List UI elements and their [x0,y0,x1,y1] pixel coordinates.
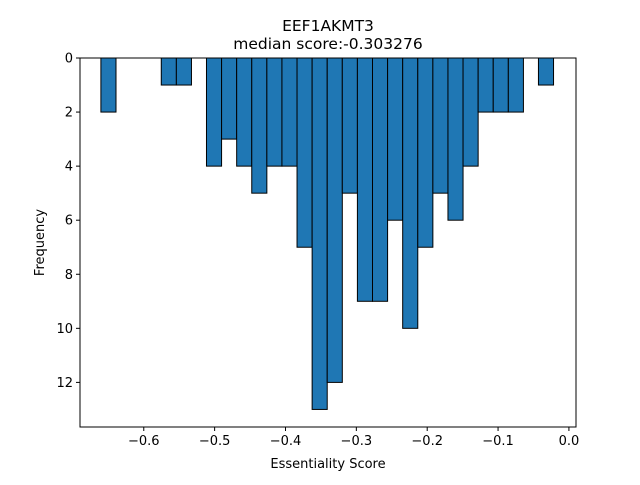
histogram-bar-21 [462,57,479,167]
histogram-bar-7 [251,57,268,194]
x-axis-label: Essentiality Score [270,457,385,472]
histogram-bar-15 [371,57,389,302]
histogram-bar-16 [387,57,404,221]
histogram-bar-25 [537,57,555,86]
histogram-bar-4 [205,57,223,167]
histogram-bar-2 [160,57,177,86]
histogram-bar-22 [477,57,494,113]
y-tick-label: 4 [65,160,73,175]
chart-title: EEF1AKMT3 [282,17,374,35]
histogram-bar-18 [417,57,434,248]
y-tick-label: 2 [65,106,73,121]
histogram-bar-20 [447,57,464,221]
x-tick-label: 0.0 [559,434,580,449]
y-tick-label: 8 [65,268,73,283]
histogram-bar-13 [341,57,358,194]
y-tick-label: 12 [56,376,73,391]
histogram-bar-6 [236,57,253,167]
y-tick-label: 10 [56,322,73,337]
histogram-bar-10 [296,57,313,248]
x-tick-label: −0.1 [482,434,514,449]
histogram-bar-8 [266,57,283,167]
x-tick-label: −0.6 [128,434,160,449]
histogram-bar-24 [507,57,524,113]
bars-layer [100,57,555,410]
histogram-bar-14 [356,57,373,302]
histogram-bar-1 [100,57,117,113]
x-tick-label: −0.4 [270,434,302,449]
x-tick-label: −0.2 [411,434,443,449]
histogram-bar-3 [175,57,192,86]
y-tick-label: 6 [65,214,73,229]
histogram-bar-11 [311,57,328,410]
chart-subtitle: median score:-0.303276 [233,35,422,53]
ticks-layer: −0.6 −0.5 −0.4 −0.3 −0.2 −0.1 0.0 0 2 4 6 8 10 12 [56,52,579,450]
histogram-bar-5 [221,57,238,140]
y-axis-label: Frequency [33,209,48,276]
x-tick-label: −0.5 [199,434,231,449]
histogram-bar-17 [402,57,419,329]
histogram-bar-19 [432,57,449,194]
histogram-bar-23 [492,57,509,113]
histogram-bar-9 [281,57,298,167]
histogram-bar-12 [326,57,343,383]
plot-frame [79,57,577,428]
x-tick-label: −0.3 [341,434,373,449]
y-tick-label: 0 [65,52,73,67]
